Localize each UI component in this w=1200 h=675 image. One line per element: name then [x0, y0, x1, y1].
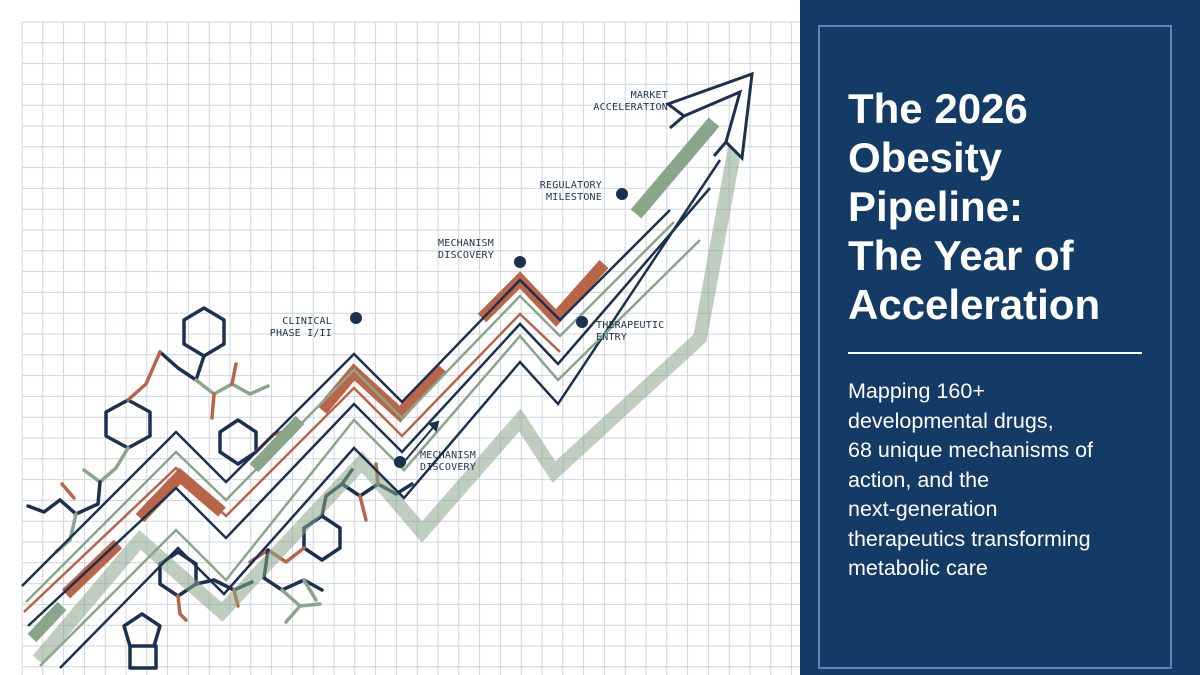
rail-green-2: [39, 239, 701, 667]
rail-terracotta: [23, 312, 561, 613]
rail-navy-lower: [59, 159, 722, 669]
arrow-shaft: [712, 141, 728, 157]
benzene-ring: [182, 306, 226, 358]
rail-navy-upper: [21, 209, 671, 587]
pentagon-ring: [122, 612, 162, 648]
label-mechanism-discovery-low: MECHANISM DISCOVERY: [420, 450, 476, 473]
bond-chain: [26, 498, 62, 514]
band-segment-terracotta: [317, 363, 447, 423]
rail-navy-mid: [27, 187, 711, 627]
bond-chain: [126, 350, 162, 402]
bond-chain: [358, 494, 368, 522]
growth-arrow-band: [21, 71, 754, 669]
bond-chain: [128, 644, 158, 670]
label-market-acceleration: MARKET ACCELERATION: [593, 90, 668, 113]
bond-chain: [230, 362, 238, 386]
band-segment-terracotta: [61, 539, 123, 599]
milestone-dot: [616, 188, 628, 200]
bond-chain: [298, 602, 322, 608]
page-subtitle: Mapping 160+ developmental drugs, 68 uni…: [848, 379, 1094, 580]
bond-chain: [60, 482, 76, 500]
bond-chain: [210, 392, 216, 420]
band-segment-green: [249, 415, 305, 473]
hero-graphic: MARKET ACCELERATION REGULATORY MILESTONE M…: [21, 21, 800, 675]
title-panel: The 2026 Obesity Pipeline: The Year of A…: [800, 0, 1200, 675]
label-therapeutic-entry: THERAPEUTIC ENTRY: [596, 320, 664, 343]
label-clinical-phase: CLINICAL PHASE I/II: [270, 316, 332, 339]
milestone-markers: [350, 188, 628, 468]
milestone-dot: [576, 316, 588, 328]
label-regulatory-milestone: REGULATORY MILESTONE: [540, 180, 602, 203]
title-divider: [848, 352, 1142, 354]
band-fill-green: [32, 118, 747, 665]
bond-chain: [58, 480, 102, 516]
panel-frame: [818, 25, 1172, 669]
milestone-dot: [394, 456, 406, 468]
grid-paper-background: [21, 21, 800, 675]
benzene-ring: [218, 418, 258, 466]
bond-chain: [280, 588, 302, 624]
bond-chain: [82, 446, 130, 484]
label-mechanism-discovery-top: MECHANISM DISCOVERY: [438, 238, 494, 261]
page-title: The 2026 Obesity Pipeline: The Year of A…: [848, 85, 1101, 328]
benzene-ring: [104, 398, 152, 450]
bond-chain: [302, 578, 318, 602]
bond-chain: [54, 512, 78, 554]
rail-green-1: [25, 221, 675, 603]
bond-chain: [176, 594, 188, 622]
small-arrow-head: [428, 420, 440, 432]
milestone-dot: [350, 312, 362, 324]
band-segment-green: [27, 601, 67, 643]
band-segment-green: [630, 117, 720, 219]
small-arrow: [403, 423, 437, 463]
bond-chain: [158, 350, 206, 382]
arrow-head: [664, 71, 754, 162]
milestone-dot: [514, 256, 526, 268]
arrow-shaft: [669, 114, 685, 130]
